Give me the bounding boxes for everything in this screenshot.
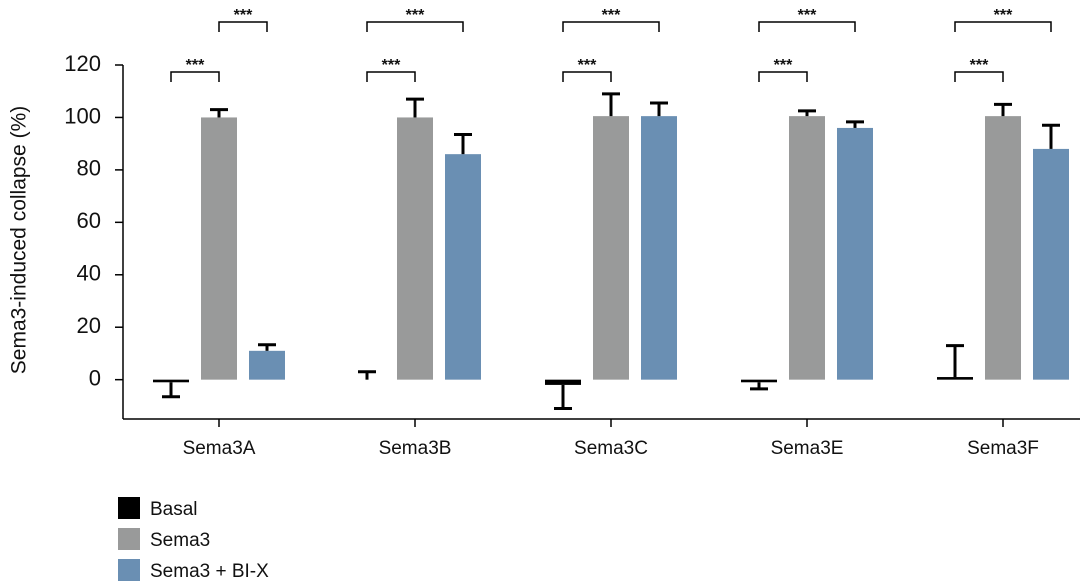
error-bar [1042,123,1060,149]
significance-bracket [954,71,1004,82]
error-bar [798,109,816,117]
significance-label: *** [994,7,1013,24]
significance-bracket [562,71,612,82]
significance-label: *** [774,57,793,74]
error-bar [162,382,180,399]
significance-bracket [218,21,268,32]
error-bar [358,370,376,380]
bar [397,117,433,380]
significance-bracket [758,71,808,82]
significance-bracket [758,21,856,32]
x-tick-label: Sema3F [967,438,1039,459]
error-bar [554,384,572,411]
error-bar [258,343,276,351]
legend-swatch [118,559,140,581]
legend-swatch [118,528,140,550]
y-tick-label: 100 [64,103,101,128]
significance-label: *** [578,57,597,74]
bar [1033,148,1069,380]
bar [249,350,285,380]
error-bar [994,102,1012,117]
y-tick-label: 0 [89,365,101,390]
bar [641,116,677,380]
x-tick-label: Sema3E [771,438,844,459]
significance-label: *** [406,7,425,24]
bar [153,379,189,383]
legend-label: Sema3 [150,530,210,551]
bar [789,116,825,380]
significance-label: *** [382,57,401,74]
y-tick-label: 120 [64,51,101,76]
error-bar [650,101,668,117]
error-bar [454,132,472,155]
legend-label: Basal [150,499,198,520]
error-bar [750,382,768,391]
error-bar [602,92,620,117]
bar [201,117,237,380]
significance-bracket [366,71,416,82]
y-tick-label: 60 [77,208,101,233]
significance-bracket [954,21,1052,32]
bar [593,116,629,380]
error-bar [946,344,964,378]
x-tick-label: Sema3B [379,438,452,459]
significance-label: *** [186,57,205,74]
error-bar [210,108,228,118]
bar [545,379,581,385]
y-tick-label: 20 [77,313,101,338]
bar [445,154,481,380]
x-tick-label: Sema3A [183,438,256,459]
x-tick-label: Sema3C [574,438,648,459]
significance-bracket [366,21,464,32]
significance-label: *** [602,7,621,24]
bar [985,116,1021,380]
significance-label: *** [970,57,989,74]
legend-swatch [118,497,140,519]
y-tick-label: 80 [77,156,101,181]
significance-bracket [562,21,660,32]
significance-label: *** [234,7,253,24]
error-bar [846,120,864,128]
significance-bracket [170,71,220,82]
bar [837,127,873,380]
y-tick-label: 40 [77,261,101,286]
significance-label: *** [798,7,817,24]
bar [937,377,973,380]
legend-label: Sema3 + BI-X [150,561,269,582]
y-axis-label: Sema3-induced collapse (%) [8,106,31,374]
bar [741,379,777,383]
error-bar [406,97,424,118]
